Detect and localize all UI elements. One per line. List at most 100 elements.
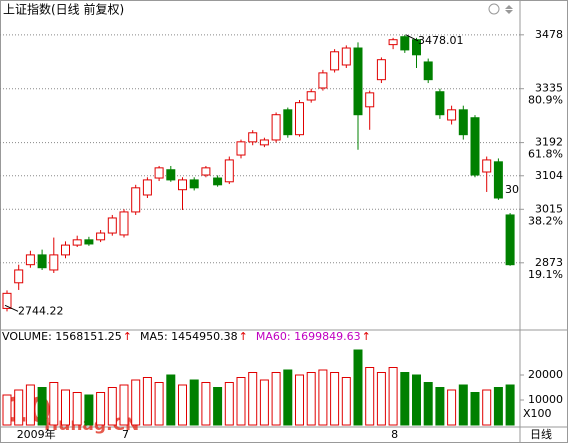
candle-body — [295, 102, 304, 136]
candle-body — [482, 159, 492, 173]
candle-body — [2, 292, 12, 309]
volume-bar — [447, 389, 457, 426]
volume-bar — [271, 372, 281, 426]
y-tick-label: 3478 — [535, 28, 563, 41]
volume-bar — [318, 369, 328, 426]
volume-bar — [119, 384, 129, 426]
volume-bar — [61, 389, 70, 426]
candle-body — [213, 177, 223, 186]
candle-body — [271, 114, 281, 141]
candle-body — [25, 254, 35, 266]
volume-tick-label: 10000 — [528, 393, 563, 406]
candle-body — [318, 72, 328, 89]
volume-header-text: ↑ — [123, 330, 132, 343]
volume-bar — [400, 372, 410, 426]
volume-header-text: MA5: 1454950.38 — [140, 330, 238, 343]
volume-bar — [295, 374, 304, 426]
volume-bar — [306, 372, 316, 426]
volume-bar — [412, 374, 421, 426]
volume-bar — [189, 379, 199, 426]
volume-bar — [341, 377, 351, 426]
annotation: 30 — [505, 183, 519, 196]
candle-body — [61, 244, 70, 256]
volume-bar — [353, 349, 363, 426]
y-tick-label: 2873 — [535, 256, 563, 269]
volume-bar — [423, 382, 433, 426]
fib-label: 61.8% — [528, 148, 563, 161]
candle-body — [458, 109, 468, 136]
candle-body — [493, 161, 503, 199]
volume-bar — [201, 382, 211, 426]
candle-body — [306, 91, 316, 101]
chart-title: 上证指数(日线 前复权) — [3, 2, 124, 17]
candle-body — [447, 109, 457, 121]
y-tick-label: 3015 — [535, 202, 563, 215]
candle-body — [142, 179, 152, 196]
volume-bar — [178, 384, 187, 426]
candle-body — [14, 269, 24, 284]
volume-bar — [330, 372, 340, 426]
volume-bar — [154, 382, 164, 426]
volume-bar — [248, 372, 258, 426]
volume-bar — [142, 377, 152, 426]
period-label: 日线 — [530, 427, 552, 441]
volume-bar — [14, 389, 24, 426]
x-tick-label: 7 — [122, 428, 129, 441]
volume-header: VOLUME: 1568151.25 ↑ MA5: 1454950.38 ↑ MA60:… — [2, 330, 371, 343]
volume-bar — [213, 387, 223, 426]
icon[interactable] — [505, 5, 513, 14]
annotation-arrow — [4, 304, 19, 312]
volume-bar — [72, 392, 82, 426]
volume-bar — [458, 384, 468, 426]
annotation-arrow — [405, 34, 419, 42]
volume-bar — [365, 367, 375, 426]
candle-body — [236, 141, 246, 156]
candle-body — [283, 109, 293, 136]
volume-bar — [236, 377, 246, 426]
icon[interactable] — [488, 3, 500, 15]
volume-bar — [166, 374, 176, 426]
volume-header-text: MA60: 1699849.63 — [256, 330, 361, 343]
volume-header-text: ↑ — [362, 330, 371, 343]
volume-bar — [259, 379, 269, 426]
candle-body — [376, 59, 386, 81]
volume-bar — [49, 382, 59, 426]
volume-bar — [224, 382, 234, 426]
annotation: 2744.22 — [18, 304, 64, 317]
candle-body — [505, 214, 515, 266]
candle-body — [353, 47, 363, 116]
candle-body — [470, 117, 480, 176]
volume-bar — [131, 379, 141, 426]
candle-body — [341, 47, 351, 66]
volume-bar — [283, 369, 293, 426]
candle-body — [365, 92, 375, 108]
volume-header-text: ↑ — [239, 330, 248, 343]
candle-body — [259, 139, 269, 146]
volume-bar — [505, 384, 515, 426]
fib-label: 19.1% — [528, 268, 563, 281]
candle-body — [224, 159, 234, 183]
volume-bar — [84, 394, 94, 426]
y-tick-label: 3192 — [535, 136, 563, 149]
candle-body — [119, 211, 129, 236]
candle-body — [201, 167, 211, 176]
candle-body — [400, 36, 410, 51]
candle-body — [37, 254, 47, 269]
candle-body — [248, 132, 258, 143]
candle-body — [72, 239, 82, 246]
volume-bar — [435, 387, 445, 426]
x-tick-label: 8 — [391, 428, 398, 441]
candle-body — [84, 239, 94, 245]
y-tick-label: 3335 — [535, 82, 563, 95]
candle-body — [178, 179, 187, 191]
volume-bar — [25, 384, 35, 426]
volume-bar — [107, 387, 117, 426]
volume-bar — [2, 394, 12, 426]
volume-tick-label: 20000 — [528, 368, 563, 381]
candle-body — [189, 179, 199, 189]
candle-body — [388, 39, 398, 46]
volume-header-text: VOLUME: 1568151.25 — [2, 330, 122, 343]
candle-body — [435, 91, 445, 116]
